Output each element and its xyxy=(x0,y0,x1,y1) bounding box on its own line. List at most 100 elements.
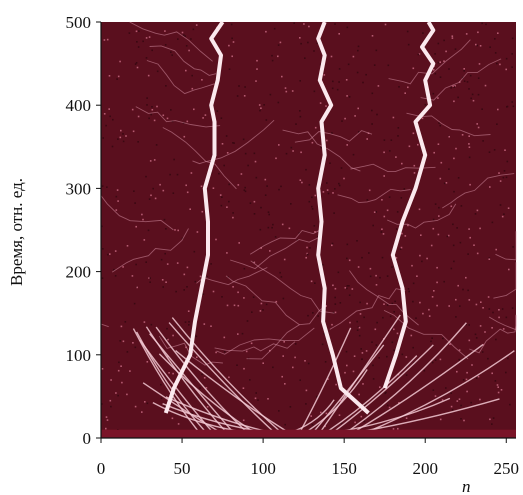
noise-speck xyxy=(432,227,435,230)
noise-speck xyxy=(333,212,335,214)
noise-speck xyxy=(404,235,407,237)
noise-speck xyxy=(283,258,286,261)
noise-speck xyxy=(116,189,119,191)
noise-speck xyxy=(393,311,395,313)
noise-speck xyxy=(185,69,187,72)
noise-speck xyxy=(264,178,267,181)
noise-speck xyxy=(436,304,438,307)
noise-speck xyxy=(149,160,152,162)
noise-speck xyxy=(511,101,513,103)
noise-speck xyxy=(314,282,316,284)
noise-speck xyxy=(133,302,136,305)
noise-speck xyxy=(281,375,283,378)
noise-speck xyxy=(491,423,493,425)
y-tick-label: 200 xyxy=(66,263,92,282)
noise-speck xyxy=(284,423,286,426)
noise-speck xyxy=(251,311,253,313)
noise-speck xyxy=(303,23,305,25)
noise-speck xyxy=(183,135,186,138)
noise-speck xyxy=(474,213,477,215)
noise-speck xyxy=(505,371,507,374)
noise-speck xyxy=(259,228,262,231)
noise-speck xyxy=(493,149,496,151)
noise-speck xyxy=(459,241,462,244)
noise-speck xyxy=(148,198,151,200)
noise-speck xyxy=(452,244,455,247)
noise-speck xyxy=(271,226,273,229)
noise-speck xyxy=(509,403,511,406)
noise-speck xyxy=(120,365,122,367)
noise-speck xyxy=(307,314,309,317)
noise-speck xyxy=(366,199,369,201)
noise-speck xyxy=(497,386,499,388)
noise-speck xyxy=(380,231,383,233)
noise-speck xyxy=(111,145,114,148)
noise-speck xyxy=(151,49,153,52)
noise-speck xyxy=(117,394,119,397)
noise-speck xyxy=(226,252,228,254)
noise-speck xyxy=(447,234,450,237)
noise-speck xyxy=(323,74,326,76)
noise-speck xyxy=(440,161,443,164)
noise-speck xyxy=(230,23,233,26)
noise-speck xyxy=(237,184,240,186)
noise-speck xyxy=(359,313,362,315)
noise-speck xyxy=(231,55,233,58)
noise-speck xyxy=(226,206,228,208)
noise-speck xyxy=(477,77,480,79)
noise-speck xyxy=(103,113,106,115)
noise-speck xyxy=(482,307,484,309)
noise-speck xyxy=(498,172,500,174)
noise-speck xyxy=(310,280,313,283)
noise-speck xyxy=(113,268,115,271)
noise-speck xyxy=(431,296,434,298)
noise-speck xyxy=(434,359,437,361)
noise-speck xyxy=(172,192,175,194)
noise-speck xyxy=(445,50,447,53)
noise-speck xyxy=(443,182,446,185)
noise-speck xyxy=(399,248,402,250)
noise-speck xyxy=(311,208,314,210)
fan-track xyxy=(347,322,467,432)
noise-speck xyxy=(468,156,471,159)
noise-speck xyxy=(396,332,399,335)
noise-speck xyxy=(194,280,197,283)
noise-speck xyxy=(102,248,104,250)
noise-speck xyxy=(379,386,381,388)
noise-speck xyxy=(477,93,480,96)
noise-speck xyxy=(265,303,268,306)
noise-speck xyxy=(361,352,364,354)
noise-speck xyxy=(460,404,462,407)
faint-track xyxy=(493,262,517,299)
noise-speck xyxy=(452,85,454,87)
noise-speck xyxy=(124,321,127,323)
faint-track xyxy=(214,341,296,352)
noise-speck xyxy=(416,275,418,277)
noise-speck xyxy=(141,213,143,216)
noise-speck xyxy=(437,143,440,145)
noise-speck xyxy=(482,140,484,142)
noise-speck xyxy=(468,339,471,342)
noise-speck xyxy=(443,60,445,62)
noise-speck xyxy=(325,105,327,107)
noise-speck xyxy=(148,277,150,279)
noise-speck xyxy=(312,312,314,314)
noise-speck xyxy=(114,250,117,252)
noise-speck xyxy=(186,266,189,269)
noise-speck xyxy=(474,333,477,336)
noise-speck xyxy=(401,353,404,356)
noise-speck xyxy=(271,54,273,57)
noise-speck xyxy=(383,151,385,154)
noise-speck xyxy=(134,405,137,408)
noise-speck xyxy=(314,126,317,129)
faint-track xyxy=(495,231,517,261)
noise-speck xyxy=(232,212,234,214)
noise-speck xyxy=(122,133,124,135)
noise-speck xyxy=(488,151,491,153)
noise-speck xyxy=(428,315,431,317)
noise-speck xyxy=(307,362,310,365)
noise-speck xyxy=(114,275,117,277)
noise-speck xyxy=(506,160,509,163)
noise-speck xyxy=(492,417,495,419)
noise-speck xyxy=(255,392,257,394)
